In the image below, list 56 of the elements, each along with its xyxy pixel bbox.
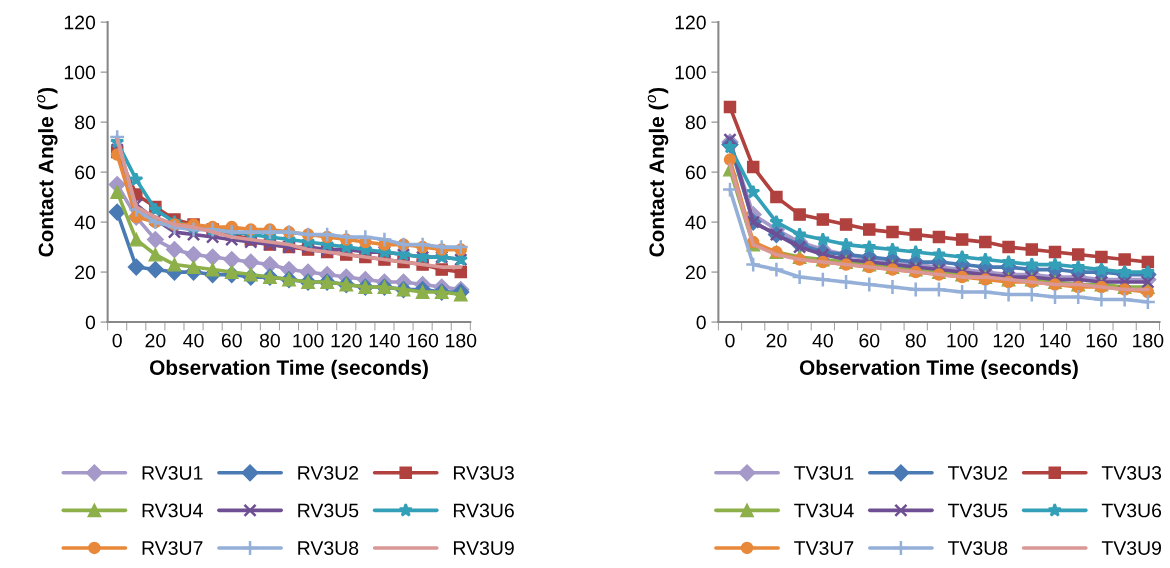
legend-label: TV3U2 xyxy=(947,466,1008,480)
y-tick-label: 0 xyxy=(696,315,706,330)
legend-label: TV3U3 xyxy=(1101,466,1162,480)
legend-label: TV3U6 xyxy=(1101,503,1162,518)
x-tick-label: 20 xyxy=(145,333,166,348)
legend-label: TV3U9 xyxy=(1101,541,1161,555)
x-tick-label: 160 xyxy=(407,333,439,348)
x-tick-label: 20 xyxy=(766,333,787,348)
y-tick-label: 40 xyxy=(685,215,706,230)
x-tick-label: 160 xyxy=(1086,333,1117,348)
y-tick-label: 80 xyxy=(75,115,96,130)
y-tick-label: 0 xyxy=(85,315,96,330)
legend-label: TV3U7 xyxy=(794,541,854,555)
legend-label: RV3U1 xyxy=(142,466,203,480)
y-axis-title: Contact Angle ($^{o}$) xyxy=(647,87,669,257)
legend-label: TV3U5 xyxy=(947,503,1008,518)
legend-label: TV3U8 xyxy=(947,541,1008,555)
y-tick-label: 100 xyxy=(64,65,96,80)
y-tick-label: 20 xyxy=(685,265,706,280)
x-axis-title: Observation Time (seconds) xyxy=(799,359,1078,380)
x-tick-label: 140 xyxy=(369,333,400,348)
legend-label: TV3U4 xyxy=(794,503,854,518)
legend-label: RV3U3 xyxy=(453,466,514,480)
y-axis-title: Contact Angle ($^{o}$) xyxy=(37,87,58,257)
y-tick-label: 40 xyxy=(74,215,96,230)
x-tick-label: 100 xyxy=(293,333,324,348)
legend-label: RV3U8 xyxy=(298,541,359,555)
legend-label: TV3U1 xyxy=(794,466,854,480)
x-tick-label: 40 xyxy=(183,333,204,348)
x-tick-label: 0 xyxy=(112,333,122,348)
x-tick-label: 60 xyxy=(859,333,880,348)
x-tick-label: 120 xyxy=(993,333,1025,348)
x-tick-label: 100 xyxy=(947,333,978,348)
legend-label: RV3U7 xyxy=(142,541,203,555)
x-tick-label: 180 xyxy=(1133,333,1164,348)
x-tick-label: 80 xyxy=(259,333,280,348)
legend-label: RV3U6 xyxy=(453,503,514,518)
x-tick-label: 140 xyxy=(1040,333,1071,348)
x-tick-label: 0 xyxy=(725,333,735,348)
y-tick-label: 100 xyxy=(675,65,706,80)
legend-label: RV3U2 xyxy=(298,466,359,480)
x-tick-label: 40 xyxy=(812,333,833,348)
x-tick-label: 180 xyxy=(446,333,477,348)
x-tick-label: 120 xyxy=(331,333,362,348)
x-tick-label: 60 xyxy=(221,333,242,348)
legend-label: RV3U5 xyxy=(298,503,359,518)
legend-label: RV3U9 xyxy=(453,541,514,555)
legend-label: RV3U4 xyxy=(142,503,203,518)
y-tick-label: 120 xyxy=(64,15,96,30)
y-tick-label: 20 xyxy=(75,265,96,280)
y-tick-label: 60 xyxy=(685,165,706,180)
y-tick-label: 120 xyxy=(675,15,706,30)
x-axis-title: Observation Time (seconds) xyxy=(149,359,428,380)
x-tick-label: 80 xyxy=(905,333,926,348)
y-tick-label: 60 xyxy=(75,165,96,180)
y-tick-label: 80 xyxy=(685,115,706,130)
